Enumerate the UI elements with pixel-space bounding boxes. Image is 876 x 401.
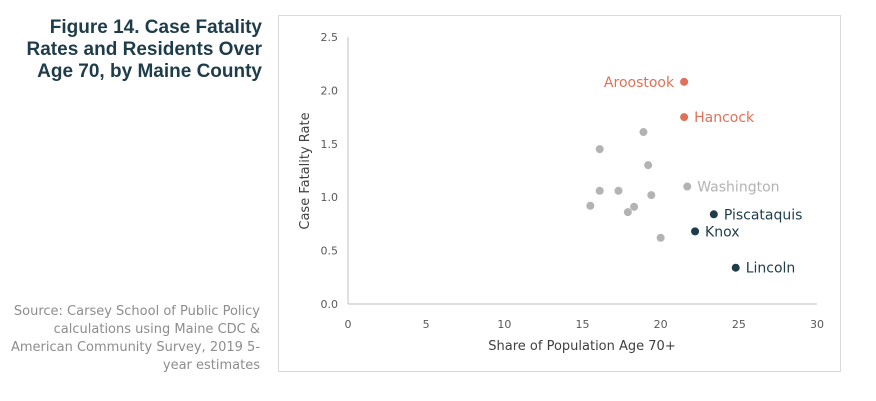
data-point <box>656 233 665 242</box>
x-tick-label: 25 <box>732 318 746 331</box>
point-labels: Aroostook Hancock Washington PiscataquisKno… <box>604 75 803 277</box>
point-label: Hancock <box>694 110 755 126</box>
y-axis-title: Case Fatality Rate <box>298 112 313 229</box>
y-tick-label: 0.0 <box>321 298 339 311</box>
source-note: Source: Carsey School of Public Policy c… <box>10 304 260 373</box>
data-point <box>614 186 623 195</box>
point-label: Piscataquis <box>724 207 803 223</box>
point-label: Lincoln <box>746 261 796 277</box>
data-point <box>623 208 632 217</box>
data-point <box>595 145 604 154</box>
x-tick-label: 20 <box>654 318 668 331</box>
x-tick-label: 0 <box>345 318 352 331</box>
point-label: Aroostook <box>604 75 675 91</box>
data-point <box>680 77 689 86</box>
data-point <box>647 191 656 200</box>
data-points <box>586 77 740 272</box>
data-point <box>630 202 639 211</box>
data-point <box>683 182 692 191</box>
point-label: Washington <box>697 180 779 196</box>
y-tick-label: 1.5 <box>321 138 339 151</box>
data-point <box>691 227 700 236</box>
x-tick-labels: 0 5 10 15 20 25 30 <box>345 318 825 331</box>
x-tick-label: 5 <box>423 318 430 331</box>
y-tick-labels: 0.0 0.5 1.0 1.5 2.0 2.5 <box>321 31 339 311</box>
y-tick-label: 2.5 <box>321 31 339 44</box>
x-axis-title: Share of Population Age 70+ <box>488 339 675 354</box>
y-tick-label: 0.5 <box>321 245 339 258</box>
chart-frame <box>278 15 841 372</box>
y-tick-label: 1.0 <box>321 191 339 204</box>
data-point <box>644 161 653 170</box>
data-point <box>595 186 604 195</box>
left-panel: Figure 14. Case Fatality Rates and Resid… <box>0 0 268 401</box>
data-point <box>731 263 740 272</box>
x-tick-label: 15 <box>576 318 590 331</box>
data-point <box>639 128 648 137</box>
y-tick-label: 2.0 <box>321 84 339 97</box>
data-point <box>709 210 718 219</box>
x-tick-label: 10 <box>497 318 511 331</box>
data-point <box>680 113 689 122</box>
figure-title: Figure 14. Case Fatality Rates and Resid… <box>26 17 262 82</box>
x-tick-label: 30 <box>810 318 824 331</box>
data-point <box>586 201 595 210</box>
point-label: Knox <box>705 224 739 240</box>
